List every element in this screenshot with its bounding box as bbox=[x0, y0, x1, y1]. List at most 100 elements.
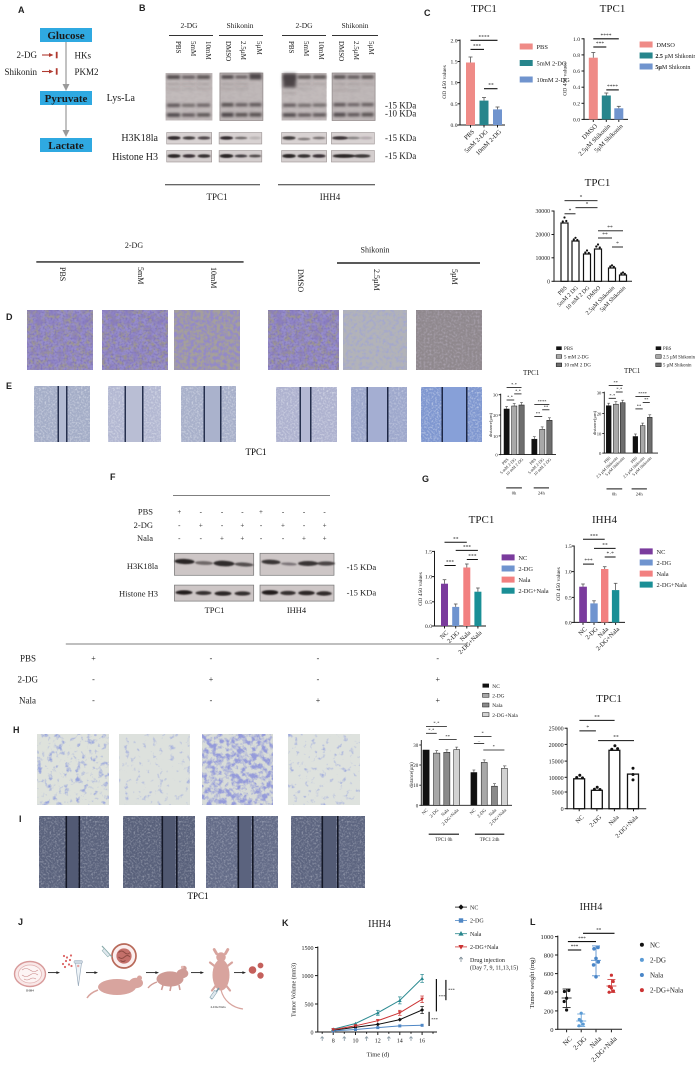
svg-text:2-DG: 2-DG bbox=[125, 241, 143, 250]
svg-text:+: + bbox=[91, 654, 96, 663]
svg-text:10: 10 bbox=[493, 434, 498, 439]
svg-text:****: **** bbox=[601, 33, 612, 39]
svg-text:5mM: 5mM bbox=[189, 41, 197, 57]
svg-text:**: ** bbox=[602, 232, 608, 238]
svg-text:15000: 15000 bbox=[549, 760, 564, 766]
svg-text:-: - bbox=[436, 654, 439, 663]
svg-text:2.5µM: 2.5µM bbox=[239, 41, 247, 61]
svg-text:1.5: 1.5 bbox=[425, 549, 432, 555]
svg-text:10mM: 10mM bbox=[204, 41, 212, 60]
svg-text:2.0: 2.0 bbox=[451, 38, 458, 44]
svg-text:+: + bbox=[316, 696, 321, 705]
svg-text:**: ** bbox=[544, 404, 548, 409]
svg-text:***: *** bbox=[578, 937, 586, 942]
svg-text:Shikonin: Shikonin bbox=[226, 21, 253, 30]
svg-text:-: - bbox=[210, 696, 213, 705]
svg-text:-10 KDa: -10 KDa bbox=[385, 109, 416, 119]
svg-text:-: - bbox=[200, 535, 203, 543]
svg-text:-: - bbox=[260, 535, 263, 543]
svg-text:****: **** bbox=[538, 399, 547, 404]
svg-text:Lys-La: Lys-La bbox=[107, 93, 136, 104]
svg-text:**: ** bbox=[453, 536, 459, 542]
svg-text:IHH4: IHH4 bbox=[26, 989, 34, 993]
svg-text:Shikonin: Shikonin bbox=[4, 67, 37, 77]
svg-text:*·*: *·* bbox=[616, 387, 622, 392]
svg-text:0.0: 0.0 bbox=[425, 624, 432, 630]
svg-text:-: - bbox=[210, 654, 213, 663]
svg-text:+: + bbox=[199, 522, 203, 530]
svg-text:NC: NC bbox=[518, 555, 527, 562]
svg-text:***: *** bbox=[448, 988, 456, 993]
svg-text:PBS: PBS bbox=[287, 41, 295, 54]
svg-text:Nala: Nala bbox=[518, 577, 530, 584]
svg-text:200: 200 bbox=[544, 1008, 554, 1015]
svg-text:*·*: *·* bbox=[515, 389, 521, 394]
svg-text:2-DG: 2-DG bbox=[476, 807, 487, 818]
svg-text:-: - bbox=[92, 696, 95, 705]
svg-text:-: - bbox=[303, 508, 306, 516]
svg-text:10mM: 10mM bbox=[317, 41, 325, 60]
svg-text:PBS: PBS bbox=[501, 456, 510, 465]
svg-text:1.0: 1.0 bbox=[425, 575, 432, 581]
svg-text:*: * bbox=[580, 195, 583, 201]
svg-text:5 µM Shikonin: 5 µM Shikonin bbox=[663, 364, 692, 369]
svg-text:1.0: 1.0 bbox=[565, 570, 572, 576]
svg-text:5µM: 5µM bbox=[450, 269, 459, 285]
svg-text:OD 450 values: OD 450 values bbox=[442, 65, 448, 99]
svg-text:0.0: 0.0 bbox=[451, 123, 458, 129]
svg-text:16: 16 bbox=[419, 1039, 425, 1045]
svg-text:****: **** bbox=[607, 84, 618, 90]
svg-text:-: - bbox=[260, 522, 263, 530]
svg-text:2-DG: 2-DG bbox=[429, 807, 440, 818]
svg-text:***: *** bbox=[446, 560, 455, 566]
svg-text:0h: 0h bbox=[612, 492, 617, 497]
svg-text:NC: NC bbox=[492, 684, 500, 690]
svg-text:NC: NC bbox=[439, 630, 450, 641]
svg-text:0: 0 bbox=[599, 451, 602, 456]
svg-text:5mM: 5mM bbox=[302, 41, 310, 57]
svg-text:0: 0 bbox=[311, 1031, 314, 1037]
svg-text:**: ** bbox=[602, 542, 608, 548]
svg-text:**: ** bbox=[536, 411, 540, 416]
svg-text:0h: 0h bbox=[512, 491, 517, 496]
svg-text:**: ** bbox=[607, 225, 613, 231]
svg-text:Nala: Nala bbox=[607, 814, 620, 827]
svg-text:-: - bbox=[221, 508, 224, 516]
svg-text:**: ** bbox=[644, 397, 648, 402]
svg-text:30000: 30000 bbox=[536, 209, 551, 215]
svg-text:8: 8 bbox=[332, 1039, 335, 1045]
svg-text:PBS: PBS bbox=[603, 455, 612, 464]
svg-text:+: + bbox=[435, 696, 440, 705]
svg-text:2-DG/Nala: 2-DG/Nala bbox=[210, 1005, 226, 1009]
svg-text:-15 KDa: -15 KDa bbox=[347, 562, 377, 572]
svg-text:OD 450 values: OD 450 values bbox=[563, 62, 569, 96]
svg-text:Histone H3: Histone H3 bbox=[119, 589, 158, 599]
svg-text:25000: 25000 bbox=[549, 727, 564, 733]
svg-text:**: ** bbox=[488, 83, 494, 89]
svg-text:NC: NC bbox=[577, 626, 588, 637]
svg-text:-: - bbox=[323, 508, 326, 516]
svg-text:+: + bbox=[240, 522, 244, 530]
svg-text:-: - bbox=[178, 522, 181, 530]
svg-text:*·*: *·* bbox=[507, 395, 513, 400]
svg-text:PBS: PBS bbox=[174, 41, 182, 54]
svg-text:Pyruvate: Pyruvate bbox=[45, 93, 88, 105]
svg-text:*·*: *·* bbox=[607, 551, 615, 557]
svg-text:-15 KDa: -15 KDa bbox=[385, 133, 416, 143]
svg-text:TPC1: TPC1 bbox=[205, 605, 225, 615]
svg-text:Nala: Nala bbox=[440, 808, 450, 818]
svg-text:2-DG+Nala: 2-DG+Nala bbox=[650, 987, 684, 995]
svg-text:*: * bbox=[569, 208, 572, 214]
svg-text:2-DG: 2-DG bbox=[588, 814, 603, 829]
svg-text:20: 20 bbox=[413, 764, 419, 769]
svg-text:5µM: 5µM bbox=[367, 41, 375, 56]
svg-text:Tumor weight (mg): Tumor weight (mg) bbox=[529, 957, 536, 1008]
svg-text:2-DG: 2-DG bbox=[180, 21, 198, 30]
svg-text:Lactate: Lactate bbox=[48, 140, 84, 152]
svg-text:*·*: *·* bbox=[428, 728, 435, 733]
svg-text:PKM2: PKM2 bbox=[75, 67, 99, 77]
svg-text:0: 0 bbox=[547, 279, 550, 285]
svg-text:+: + bbox=[323, 535, 327, 543]
svg-text:0.0: 0.0 bbox=[565, 620, 572, 626]
svg-text:0.6: 0.6 bbox=[573, 69, 580, 75]
